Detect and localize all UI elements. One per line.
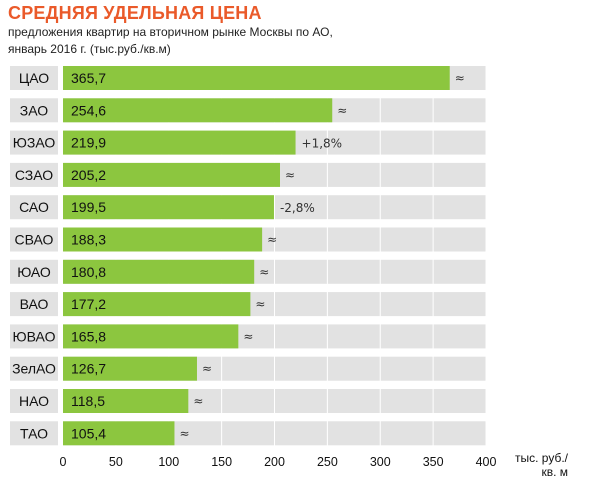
value-label: 199,5 [71, 199, 106, 215]
bar [63, 421, 175, 446]
x-tick-label: 300 [370, 455, 391, 469]
bar [63, 292, 251, 317]
value-label: 254,6 [71, 102, 106, 118]
subtitle-line-2: январь 2016 г. (тыс.руб./кв.м) [8, 42, 171, 56]
chart-subtitle: предложения квартир на вторичном рынке М… [8, 24, 428, 58]
category-box [10, 227, 58, 252]
bar [63, 259, 255, 284]
x-tick-label: 400 [476, 455, 497, 469]
value-label: 118,5 [71, 393, 105, 409]
category-box [10, 130, 58, 155]
category-box [10, 292, 58, 317]
category-label: ЦАО [19, 70, 49, 86]
value-label: 219,9 [71, 135, 106, 151]
category-label: ТАО [20, 425, 48, 441]
change-label: +1,8% [302, 137, 343, 151]
category-box [10, 389, 58, 413]
category-label: ЮАО [17, 264, 51, 280]
value-label: 126,7 [71, 361, 106, 377]
category-label: ЮЗАО [13, 135, 56, 151]
bar [63, 356, 197, 381]
change-label: ≈ [337, 103, 347, 117]
category-box [10, 356, 58, 381]
category-label: ЮВАО [13, 328, 56, 344]
x-tick-label: 150 [211, 455, 232, 469]
change-label: ≈ [179, 426, 189, 440]
x-axis-unit-line-1: тыс. руб./ [515, 451, 569, 465]
value-label: 105,4 [71, 425, 106, 441]
x-tick-label: 50 [109, 455, 123, 469]
bar [63, 195, 274, 220]
bar [63, 324, 239, 349]
change-label: ≈ [285, 168, 295, 182]
x-tick-label: 0 [60, 455, 67, 469]
change-label: ≈ [243, 329, 253, 343]
category-box [10, 195, 58, 220]
chart-title: СРЕДНЯЯ УДЕЛЬНАЯ ЦЕНА [8, 3, 262, 23]
category-box [10, 421, 58, 446]
value-label: 180,8 [71, 264, 106, 280]
category-label: СЗАО [15, 167, 53, 183]
bar [63, 66, 450, 90]
change-label: ≈ [455, 71, 465, 85]
bar [63, 98, 333, 123]
category-label: СВАО [15, 232, 54, 248]
category-box [10, 324, 58, 349]
value-label: 365,7 [71, 70, 106, 86]
change-label: -2,8% [280, 201, 315, 215]
bar [63, 130, 296, 155]
change-label: ≈ [255, 297, 265, 311]
x-tick-label: 100 [158, 455, 179, 469]
x-tick-label: 250 [317, 455, 338, 469]
change-label: ≈ [267, 233, 277, 247]
change-label: ≈ [202, 362, 212, 376]
subtitle-line-1: предложения квартир на вторичном рынке М… [8, 25, 333, 39]
value-label: 165,8 [71, 328, 106, 344]
category-box [10, 98, 58, 123]
value-label: 205,2 [71, 167, 106, 183]
value-label: 188,3 [71, 232, 106, 248]
category-label: НАО [19, 393, 49, 409]
x-axis-unit-line-2: кв. м [541, 465, 568, 479]
x-tick-label: 350 [423, 455, 444, 469]
category-box [10, 162, 58, 187]
category-label: ЗАО [20, 102, 48, 118]
category-box [10, 66, 58, 90]
bar [63, 162, 280, 187]
category-label: ВАО [20, 296, 49, 312]
bar [63, 227, 263, 252]
category-label: САО [19, 199, 49, 215]
change-label: ≈ [259, 265, 269, 279]
category-box [10, 259, 58, 284]
category-label: ЗелАО [12, 361, 56, 377]
value-label: 177,2 [71, 296, 106, 312]
bar [63, 389, 189, 413]
change-label: ≈ [193, 394, 203, 408]
x-tick-label: 200 [264, 455, 285, 469]
